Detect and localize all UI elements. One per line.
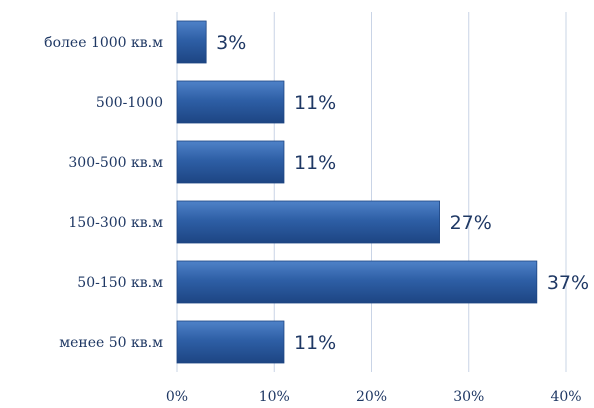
bar	[176, 200, 440, 244]
x-tick-label: 20%	[356, 389, 387, 405]
data-label: 3%	[216, 32, 246, 54]
category-label: 50-150 кв.м	[77, 275, 163, 291]
category-label: 150-300 кв.м	[68, 215, 163, 231]
x-axis-ticks: 0% 10% 20% 30% 40%	[166, 389, 582, 405]
bar	[176, 20, 207, 64]
bars	[176, 20, 538, 364]
data-label: 11%	[294, 92, 336, 114]
bar	[176, 140, 285, 184]
x-tick-label: 0%	[166, 389, 188, 405]
x-tick-label: 10%	[259, 389, 290, 405]
x-tick-label: 40%	[550, 389, 581, 405]
bar	[176, 80, 285, 124]
bar	[176, 320, 285, 364]
bar	[176, 260, 538, 304]
data-label: 37%	[547, 272, 589, 294]
category-labels: более 1000 кв.м 500-1000 300-500 кв.м 150-3…	[44, 35, 163, 351]
category-label: 500-1000	[96, 95, 163, 111]
category-label: 300-500 кв.м	[68, 155, 163, 171]
data-labels: 3% 11% 11% 27% 37% 11%	[216, 32, 589, 354]
data-label: 11%	[294, 332, 336, 354]
data-label: 27%	[450, 212, 492, 234]
data-label: 11%	[294, 152, 336, 174]
x-tick-label: 30%	[453, 389, 484, 405]
category-label: более 1000 кв.м	[44, 35, 163, 51]
grid-lines	[176, 12, 567, 372]
category-label: менее 50 кв.м	[59, 335, 163, 351]
